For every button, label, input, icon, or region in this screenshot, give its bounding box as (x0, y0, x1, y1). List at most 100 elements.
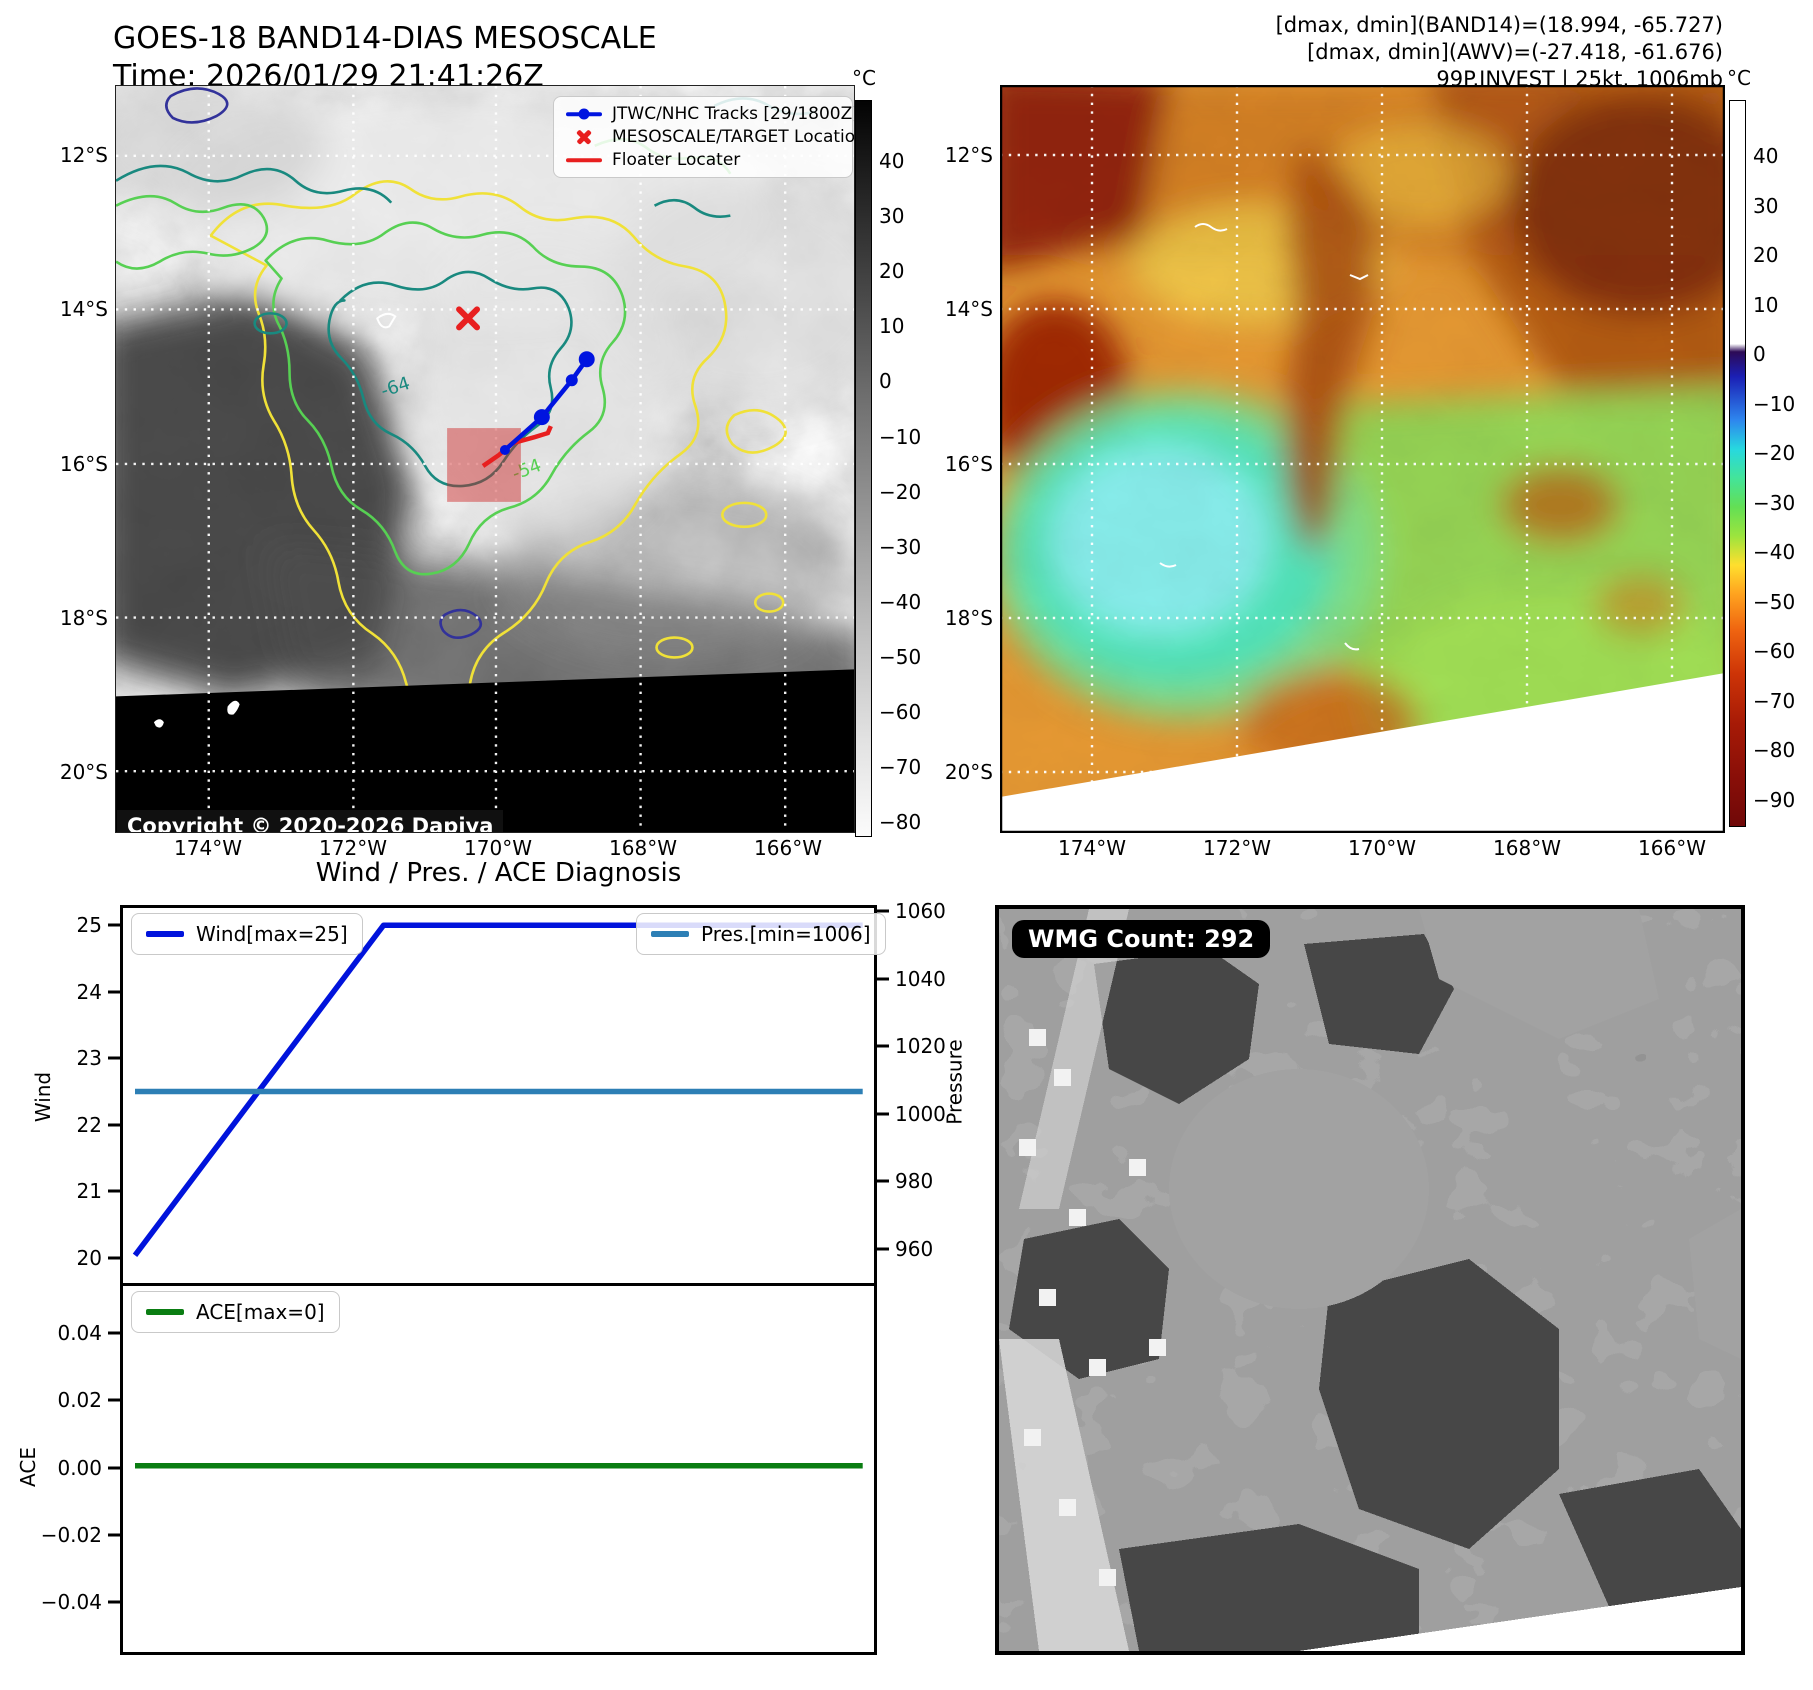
tick-label: 18°S (59, 605, 108, 630)
tick-label: 25 (77, 913, 120, 937)
tick-label: −50 (1753, 589, 1796, 614)
tick-label: 14°S (59, 297, 108, 322)
tick-label: 21 (77, 1179, 120, 1203)
satellite-product-title: GOES-18 BAND14-DIAS MESOSCALE (113, 21, 657, 56)
ace-line-icon (146, 1309, 184, 1315)
ace-legend: ACE[max=0] (131, 1291, 340, 1333)
tick-label: 20°S (59, 760, 108, 785)
tick-label: −10 (1753, 391, 1796, 416)
island-outline (227, 700, 240, 715)
tick-label: 0.02 (57, 1388, 120, 1412)
tick-label: 172°W (319, 836, 387, 860)
tick-label: −40 (1753, 540, 1796, 564)
ace-plot-area (135, 1462, 863, 1469)
floater-locater-line (481, 425, 553, 468)
tick-label: −90 (1753, 787, 1796, 812)
tick-label: 168°W (1493, 836, 1561, 860)
legend-label: Wind[max=25] (196, 922, 348, 946)
ace-y-axis: 0.04 0.02 0.00 −0.02 −0.04 (40, 1286, 120, 1652)
band14-colorbar-ticks: 40 30 20 10 0 −10 −20 −30 −40 −50 −60 −70 −80 (879, 100, 949, 837)
tick-label: 30 (879, 204, 905, 229)
band14-colorbar (855, 100, 872, 837)
tick-label: −30 (879, 534, 922, 559)
dmax-dmin-awv: [dmax, dmin](AWV)=(-27.418, -61.676) (1307, 40, 1723, 64)
tick-label: 0 (1753, 342, 1766, 366)
tick-label: 0.00 (57, 1456, 120, 1480)
tick-label: −70 (879, 755, 922, 780)
legend-label: Pres.[min=1006] (701, 922, 871, 946)
wind-axis-label: Wind (31, 1071, 56, 1123)
tick-label: 16°S (944, 451, 993, 476)
tick-label: 174°W (1058, 836, 1126, 860)
tick-label: 960 (877, 1237, 933, 1261)
no-data-region (1299, 1587, 1741, 1651)
wind-line-icon (146, 931, 184, 937)
tick-label: 1060 (877, 899, 946, 923)
wmg-count-map: WMG Count: 292 (995, 905, 1745, 1655)
legend-label: ACE[max=0] (196, 1300, 325, 1324)
tick-label: 170°W (1348, 836, 1416, 860)
tick-label: −70 (1753, 688, 1796, 713)
awv-map (1000, 85, 1725, 833)
tick-label: −40 (879, 589, 922, 614)
tick-label: 0 (879, 369, 892, 394)
tick-label: 10 (879, 314, 905, 339)
contour-yellow (209, 180, 787, 715)
tick-label: −30 (1753, 490, 1796, 515)
legend-label: JTWC/NHC Tracks [29/1800Z] (612, 104, 855, 124)
tick-label: 20 (1753, 243, 1779, 267)
track-line-icon (566, 105, 602, 123)
pressure-line-icon (651, 931, 689, 937)
tick-label: 20 (77, 1246, 120, 1270)
band14-map-art: -64 -54 (116, 86, 854, 832)
tick-label: −50 (879, 644, 922, 669)
wind-pressure-plot-area (132, 922, 863, 1257)
wmg-count-badge: WMG Count: 292 (1012, 920, 1271, 958)
tick-label: 172°W (1203, 836, 1271, 860)
track-point (499, 445, 510, 456)
tick-label: −10 (879, 424, 922, 449)
ace-chart: ACE[max=0] (120, 1283, 877, 1655)
coastline (376, 312, 397, 329)
awv-map-art (1000, 85, 1725, 833)
target-x-marker (456, 306, 481, 331)
pressure-y-axis: 1060 1040 1020 1000 980 960 (877, 899, 967, 1283)
target-x-icon (566, 128, 602, 146)
tick-label: −60 (1753, 639, 1796, 663)
pressure-axis-label: Pressure (942, 1039, 967, 1125)
tick-label: 166°W (754, 836, 822, 860)
copyright-label: Copyright © 2020-2026 Dapiya (117, 810, 504, 832)
tick-label: 980 (877, 1169, 933, 1193)
tick-label: −60 (879, 700, 922, 724)
tick-label: −20 (879, 479, 922, 504)
tick-label: −0.04 (41, 1590, 120, 1614)
tick-label: 20 (879, 259, 905, 284)
map-b-lon-axis: 174°W 172°W 170°W 168°W 166°W (1000, 836, 1725, 866)
tick-label: 24 (77, 980, 120, 1004)
colorbar-unit: °C (852, 66, 876, 90)
tick-label: −0.02 (41, 1523, 120, 1547)
band14-ir-map: -64 -54 (115, 85, 855, 833)
map-a-lat-axis: 12°S 14°S 16°S 18°S 20°S (38, 85, 108, 833)
tick-label: 0.04 (57, 1321, 120, 1345)
tick-label: 10 (1753, 292, 1779, 317)
wmg-map-art (999, 909, 1741, 1651)
tick-label: 12°S (944, 143, 993, 167)
wind-y-axis: 25 24 23 22 21 20 (40, 908, 120, 1283)
tick-label: 174°W (174, 836, 242, 860)
tick-label: 14°S (944, 297, 993, 322)
map-legend: JTWC/NHC Tracks [29/1800Z] MESOSCALE/TAR… (553, 96, 855, 178)
tick-label: 170°W (464, 836, 532, 860)
pressure-legend: Pres.[min=1006] (636, 913, 886, 955)
tick-label: 168°W (609, 836, 677, 860)
tick-label: 12°S (59, 143, 108, 167)
floater-line-icon (566, 151, 602, 169)
map-frame (1000, 85, 1725, 833)
tick-label: −20 (1753, 441, 1796, 465)
island-outline (153, 719, 164, 728)
chart-title: Wind / Pres. / ACE Diagnosis (315, 858, 682, 888)
wind-legend: Wind[max=25] (131, 913, 363, 955)
track-point (578, 351, 595, 368)
tick-label: 20°S (944, 760, 993, 785)
